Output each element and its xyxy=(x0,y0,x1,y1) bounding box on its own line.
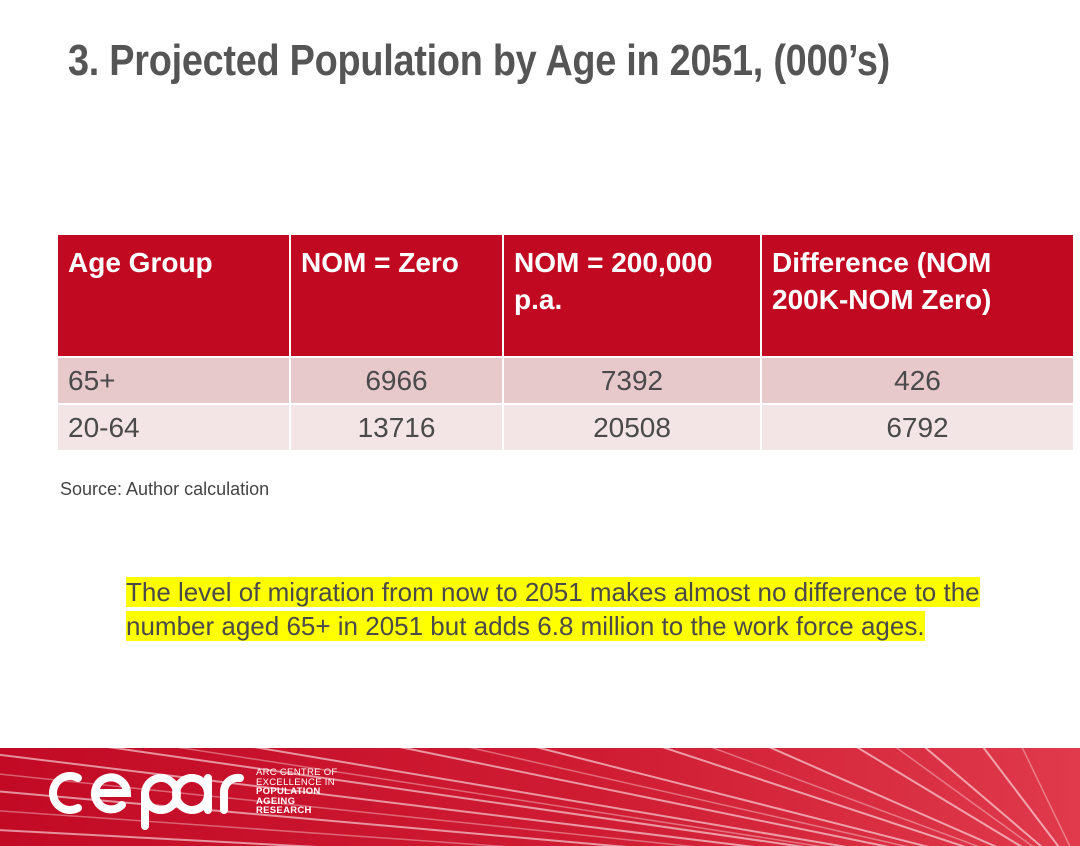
header-nom-zero: NOM = Zero xyxy=(289,233,504,358)
highlighted-note-text: The level of migration from now to 2051 … xyxy=(126,577,980,641)
table-header-row: Age Group NOM = Zero NOM = 200,000 p.a. … xyxy=(56,233,1075,358)
cepar-logo-wordmark: cepar xyxy=(49,772,244,830)
cell-nom-200000: 20508 xyxy=(502,403,762,452)
logo-line-3: POPULATION xyxy=(256,786,321,797)
header-difference: Difference (NOM 200K-NOM Zero) xyxy=(760,233,1075,358)
header-nom-200000: NOM = 200,000 p.a. xyxy=(502,233,762,358)
cell-age-group: 20-64 xyxy=(56,403,291,452)
highlighted-note: The level of migration from now to 2051 … xyxy=(126,575,1026,643)
cell-difference: 426 xyxy=(760,356,1075,405)
logo-caption: ARC CENTRE OF EXCELLENCE IN POPULATION A… xyxy=(256,768,338,816)
logo-line-4: AGEING xyxy=(256,795,296,807)
slide-title: 3. Projected Population by Age in 2051, … xyxy=(68,36,891,85)
cell-nom-200000: 7392 xyxy=(502,356,762,405)
table-row: 65+ 6966 7392 426 xyxy=(56,356,1075,405)
logo-line-1: ARC CENTRE OF xyxy=(256,767,338,778)
header-age-group: Age Group xyxy=(56,233,291,358)
cell-difference: 6792 xyxy=(760,403,1075,452)
logo-line-5: RESEARCH xyxy=(256,805,312,816)
table-row: 20-64 13716 20508 6792 xyxy=(56,403,1075,452)
source-note: Source: Author calculation xyxy=(60,479,270,499)
cell-age-group: 65+ xyxy=(56,356,291,405)
cell-nom-zero: 13716 xyxy=(289,403,504,452)
population-table: Age Group NOM = Zero NOM = 200,000 p.a. … xyxy=(56,233,1075,452)
logo-line-2: EXCELLENCE IN xyxy=(256,776,335,788)
cell-nom-zero: 6966 xyxy=(289,356,504,405)
